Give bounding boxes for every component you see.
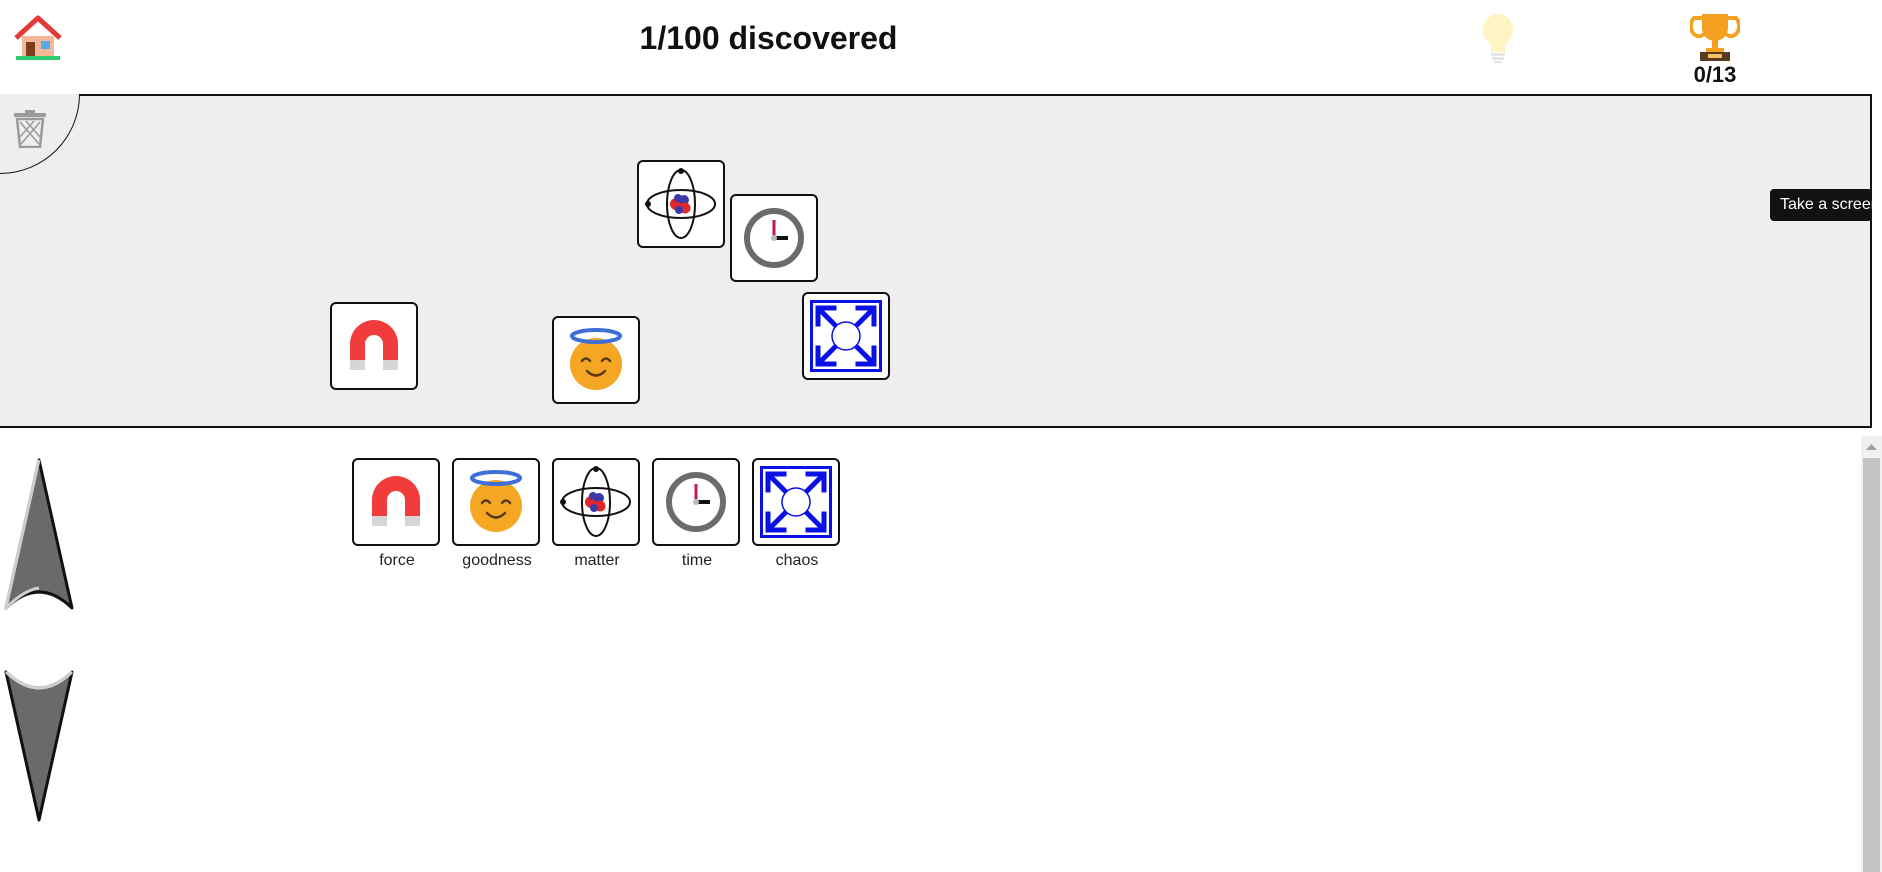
- inventory-tile[interactable]: [352, 458, 440, 546]
- lightbulb-icon: [1483, 14, 1513, 63]
- magnet-icon: [338, 310, 410, 382]
- arrow-down-icon: [4, 670, 74, 822]
- arrow-up-icon: [3, 458, 74, 613]
- house-icon: [14, 15, 62, 60]
- workspace-canvas[interactable]: [0, 94, 1872, 428]
- inventory-label: force: [379, 552, 415, 569]
- smiling-face-with-halo-icon: [560, 324, 632, 396]
- trophy-icon: [1688, 14, 1742, 61]
- expand-arrows-icon: [760, 466, 832, 538]
- inventory-label: time: [681, 552, 713, 569]
- atom-icon: [645, 168, 717, 240]
- workspace-tile-force[interactable]: [330, 302, 418, 390]
- clock-icon: [660, 466, 732, 538]
- inventory-item-force[interactable]: force: [352, 458, 442, 570]
- home-button[interactable]: [12, 12, 64, 64]
- discovered-counter: 1/100 discovered: [639, 20, 898, 56]
- clock-icon: [738, 202, 810, 274]
- atom-icon: [560, 466, 632, 538]
- inventory-tile[interactable]: [452, 458, 540, 546]
- inventory-tile[interactable]: [552, 458, 640, 546]
- trash-icon: [12, 110, 48, 149]
- inventory-tile[interactable]: [752, 458, 840, 546]
- achievements-button[interactable]: [1688, 10, 1742, 62]
- screenshot-tooltip: Take a screens: [1770, 189, 1872, 221]
- workspace-tile-chaos[interactable]: [802, 292, 890, 380]
- inventory-label: goodness: [462, 552, 532, 569]
- smiling-face-with-halo-icon: [460, 466, 532, 538]
- inventory-tile[interactable]: [652, 458, 740, 546]
- hint-button[interactable]: [1477, 12, 1519, 64]
- inventory-item-matter[interactable]: matter: [552, 458, 642, 570]
- inventory-item-time[interactable]: time: [652, 458, 742, 570]
- magnet-icon: [360, 466, 432, 538]
- triangle-up-icon: [1866, 444, 1877, 450]
- workspace-tile-goodness[interactable]: [552, 316, 640, 404]
- scroll-up-button[interactable]: [3, 458, 74, 613]
- achievements-counter: 0/13: [1693, 62, 1737, 87]
- scrollbar-up-arrow[interactable]: [1861, 436, 1882, 458]
- workspace-tile-time[interactable]: [730, 194, 818, 282]
- scroll-down-button[interactable]: [4, 670, 74, 822]
- scrollbar-thumb[interactable]: [1863, 458, 1880, 872]
- inventory-item-goodness[interactable]: goodness: [452, 458, 542, 570]
- inventory-label: chaos: [775, 552, 819, 569]
- workspace-tile-matter[interactable]: [637, 160, 725, 248]
- inventory-label: matter: [574, 552, 620, 569]
- expand-arrows-icon: [810, 300, 882, 372]
- inventory-item-chaos[interactable]: chaos: [752, 458, 842, 570]
